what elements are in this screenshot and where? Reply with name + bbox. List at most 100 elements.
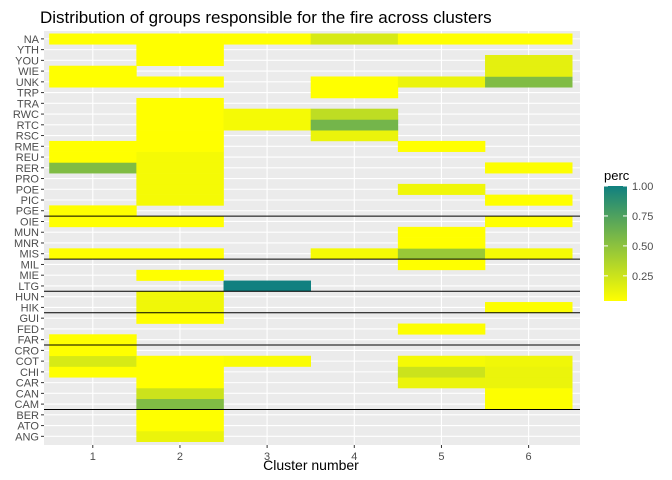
chart-title: Distribution of groups responsible for t… xyxy=(40,8,492,27)
y-tick-label: PGE xyxy=(16,206,39,218)
heatmap-cell-NA-4 xyxy=(310,33,399,45)
heatmap-cell-MIL-5 xyxy=(397,259,486,271)
heatmap-cell-RER-1 xyxy=(49,162,137,174)
y-tick-label: MIS xyxy=(19,249,39,261)
heatmap-cell-TRA-2 xyxy=(136,97,224,109)
x-tick-label: 4 xyxy=(351,451,357,463)
heatmap-cell-RME-2 xyxy=(136,140,224,152)
heatmap-cell-UNK-5 xyxy=(397,76,486,88)
heatmap-cell-TRP-4 xyxy=(310,87,399,99)
heatmap-cell-HUN-2 xyxy=(136,291,224,303)
legend-ticks: 1.00 0.75 0.50 0.25 xyxy=(604,181,653,283)
heatmap-cell-PRO-2 xyxy=(136,173,224,185)
heatmap-cell-UNK-2 xyxy=(136,76,224,88)
legend-colorbar xyxy=(604,186,627,301)
x-tick-label: 2 xyxy=(177,451,183,463)
heatmap-cell-CAN-2 xyxy=(136,387,224,400)
heatmap-cell-MUN-5 xyxy=(397,226,486,238)
legend-tick-label: 1.00 xyxy=(632,181,653,193)
heatmap-cell-PIC-6 xyxy=(485,194,573,206)
heatmap-cell-NA-5 xyxy=(397,33,486,45)
y-tick-label: UNK xyxy=(16,77,40,89)
heatmap-cell-POE-5 xyxy=(397,183,486,195)
y-tick-label: YOU xyxy=(15,55,39,67)
legend-title: perc xyxy=(604,168,630,183)
heatmap-cell-NA-2 xyxy=(136,33,224,45)
heatmap-cell-YOU-6 xyxy=(485,54,573,67)
heatmap-cell-CHI-5 xyxy=(397,366,486,378)
heatmap-cell-BER-2 xyxy=(136,409,224,421)
heatmap-cell-REU-1 xyxy=(49,151,137,163)
heatmap-cell-HIK-6 xyxy=(485,302,573,314)
y-tick-label: ANG xyxy=(15,431,39,443)
heatmap-cell-WIE-1 xyxy=(49,65,137,77)
heatmap-cell-CHI-6 xyxy=(485,366,573,378)
heatmap-cell-CAN-6 xyxy=(485,387,573,400)
y-tick-label: CAN xyxy=(16,388,39,400)
heatmap-cell-NA-1 xyxy=(49,33,137,45)
heatmap-cell-CAR-5 xyxy=(397,377,486,389)
heatmap-cell-YTH-2 xyxy=(136,44,224,56)
y-tick-label: TRP xyxy=(17,88,39,100)
y-tick-label: YTH xyxy=(17,45,39,57)
y-tick-label: RWC xyxy=(13,109,39,121)
y-tick-label: OIE xyxy=(20,216,39,228)
y-tick-label: HIK xyxy=(21,302,40,314)
heatmap-cell-RWC-4 xyxy=(310,108,399,120)
heatmap-cell-RWC-3 xyxy=(223,108,311,120)
heatmap-cell-RTC-4 xyxy=(310,119,399,131)
heatmap-cell-WIE-6 xyxy=(485,65,573,77)
heatmap-cell-CHI-2 xyxy=(136,366,224,378)
heatmap-cell-MIS-1 xyxy=(49,248,137,260)
y-tick-label: RTC xyxy=(17,120,39,132)
y-tick-label: CRO xyxy=(15,345,40,357)
y-tick-label: RME xyxy=(15,141,39,153)
y-tick-label: MIE xyxy=(19,270,39,282)
y-tick-label: REU xyxy=(16,152,39,164)
y-tick-label: PRO xyxy=(15,174,39,186)
x-tick-label: 5 xyxy=(438,451,444,463)
y-tick-label: CAM xyxy=(15,399,39,411)
heatmap-cell-RWC-2 xyxy=(136,108,224,120)
heatmap-cell-UNK-1 xyxy=(49,76,137,88)
y-tick-label: BER xyxy=(16,410,39,422)
x-tick-label: 1 xyxy=(90,451,96,463)
heatmap-cell-PIC-2 xyxy=(136,194,224,206)
y-tick-label: MNR xyxy=(14,238,39,250)
heatmap-cell-COT-1 xyxy=(49,355,137,367)
heatmap-cell-COT-2 xyxy=(136,355,224,367)
heatmap-cell-MIE-2 xyxy=(136,269,224,281)
y-tick-label: CHI xyxy=(20,367,39,379)
heatmap-cell-CRO-1 xyxy=(49,345,137,357)
heatmap-cells xyxy=(49,33,573,442)
y-tick-label: PIC xyxy=(21,195,39,207)
y-tick-label: WIE xyxy=(18,66,39,78)
x-tick-label: 3 xyxy=(264,451,270,463)
heatmap-cell-OIE-6 xyxy=(485,216,573,228)
heatmap-cell-MIS-4 xyxy=(310,248,399,260)
heatmap-cell-RTC-2 xyxy=(136,119,224,131)
heatmap-cell-UNK-6 xyxy=(485,76,573,88)
heatmap-cell-CAR-2 xyxy=(136,377,224,389)
heatmap-cell-UNK-4 xyxy=(310,76,399,88)
heatmap-cell-LTG-3 xyxy=(223,280,311,292)
legend: perc 1.00 0.75 0.50 0.25 xyxy=(604,168,653,301)
y-tick-label: TRA xyxy=(17,98,40,110)
heatmap-cell-RSC-4 xyxy=(310,130,399,142)
heatmap-cell-FAR-1 xyxy=(49,334,137,346)
y-tick-label: HUN xyxy=(15,292,39,304)
heatmap-cell-GUI-2 xyxy=(136,312,224,324)
y-tick-label: NA xyxy=(24,34,40,46)
legend-tick-label: 0.50 xyxy=(632,241,653,253)
x-axis-label: Cluster number xyxy=(263,457,359,473)
heatmap-cell-RME-5 xyxy=(397,140,486,152)
heatmap-cell-PGE-1 xyxy=(49,205,137,217)
heatmap-cell-MIS-5 xyxy=(397,248,486,260)
y-tick-label: POE xyxy=(16,184,39,196)
heatmap-cell-COT-6 xyxy=(485,355,573,367)
y-tick-label: LTG xyxy=(18,281,39,293)
y-axis: ANGATOBERCAMCANCARCHICOTCROFARFEDGUIHIKH… xyxy=(13,34,44,443)
heatmap-cell-COT-3 xyxy=(223,355,311,367)
y-tick-label: CAR xyxy=(16,378,39,390)
heatmap-cell-FED-5 xyxy=(397,323,486,335)
